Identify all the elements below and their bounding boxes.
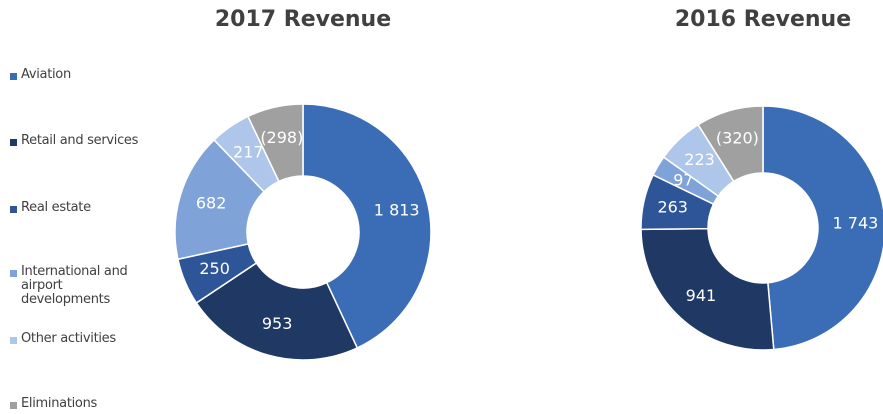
data-label: 941 [686,286,717,305]
data-label: 953 [262,314,293,333]
chart-title: 2017 Revenue [215,7,391,32]
legend-swatch [10,270,17,277]
data-label: 682 [196,194,227,213]
legend-label: Eliminations [21,396,97,411]
chart-title: 2016 Revenue [675,7,851,32]
donut-slice [195,261,359,361]
legend-label: Retail and services [21,133,139,148]
donut-slice [640,227,775,351]
legend-item: International and airport developments [10,265,146,307]
data-label: 1 813 [374,201,420,220]
legend-label: Aviation [21,67,71,82]
legend-label: International and airport developments [21,264,128,307]
legend-swatch [10,337,17,344]
data-label: 217 [233,143,264,162]
legend-item: Other activities [10,332,146,346]
data-label: (298) [260,128,303,147]
data-label: 1 743 [833,213,879,232]
donut-slice [697,105,764,183]
legend-swatch [10,139,17,146]
legend-swatch [10,206,17,213]
donut-slice [246,103,304,183]
donut-slice [302,103,432,349]
donut-slice [762,105,883,351]
legend-swatch [10,402,17,409]
data-label: (320) [716,129,759,148]
data-label: 263 [657,197,688,216]
legend-item: Eliminations [10,397,146,411]
legend-label: Other activities [21,331,116,346]
legend-item: Retail and services [10,134,146,148]
data-label: 223 [684,150,715,169]
legend-label: Real estate [21,200,91,215]
legend-swatch [10,73,17,80]
legend-item: Aviation [10,68,146,82]
data-label: 250 [199,259,230,278]
legend-item: Real estate [10,201,146,215]
